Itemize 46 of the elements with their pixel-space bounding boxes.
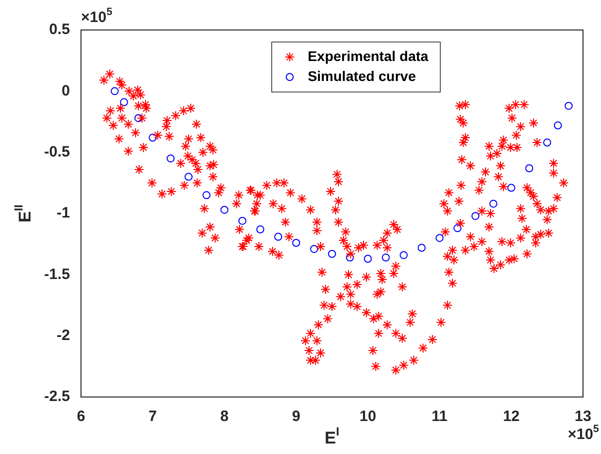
point xyxy=(436,234,444,242)
point xyxy=(507,184,516,192)
point xyxy=(220,206,228,214)
point xyxy=(310,244,318,253)
point xyxy=(382,254,390,262)
y-tick-label: -2.5 xyxy=(44,388,70,406)
x-tick-label: 10 xyxy=(360,408,376,426)
point xyxy=(110,87,119,96)
point xyxy=(120,98,128,106)
y-axis-title: EII xyxy=(11,204,35,222)
y-tick-label: -1.5 xyxy=(44,266,70,283)
point xyxy=(525,164,534,172)
point xyxy=(489,200,498,208)
x-tick-label: 13 xyxy=(574,408,592,426)
legend-label: Simulated curve xyxy=(308,68,416,84)
point xyxy=(148,134,157,142)
point xyxy=(238,216,246,225)
x-tick-label: 12 xyxy=(502,408,520,426)
point xyxy=(134,114,142,122)
point xyxy=(346,254,354,262)
x-tick-label: 7 xyxy=(148,408,157,426)
y-tick-label: 0 xyxy=(62,82,70,100)
y-tick-label: 0.5 xyxy=(49,21,70,38)
y-tick-label: -1 xyxy=(56,204,70,222)
x-tick-label: 11 xyxy=(432,408,448,426)
point xyxy=(364,254,372,263)
point xyxy=(166,154,175,162)
point xyxy=(256,225,264,234)
point xyxy=(400,251,408,260)
point xyxy=(274,232,282,241)
point xyxy=(292,238,300,247)
legend-label: Experimental data xyxy=(308,48,429,64)
point xyxy=(564,102,573,110)
x-tick-label: 6 xyxy=(76,408,86,426)
x-tick-label: 9 xyxy=(292,408,300,426)
y-tick-label: -2 xyxy=(56,326,70,344)
point xyxy=(202,191,210,200)
point xyxy=(418,244,426,252)
point xyxy=(554,121,562,130)
point xyxy=(184,172,193,181)
point xyxy=(328,250,336,258)
y-tick-label: -0.5 xyxy=(44,143,70,160)
point xyxy=(543,138,552,147)
x-tick-label: 8 xyxy=(220,408,229,426)
point xyxy=(454,224,462,232)
point xyxy=(471,212,480,220)
